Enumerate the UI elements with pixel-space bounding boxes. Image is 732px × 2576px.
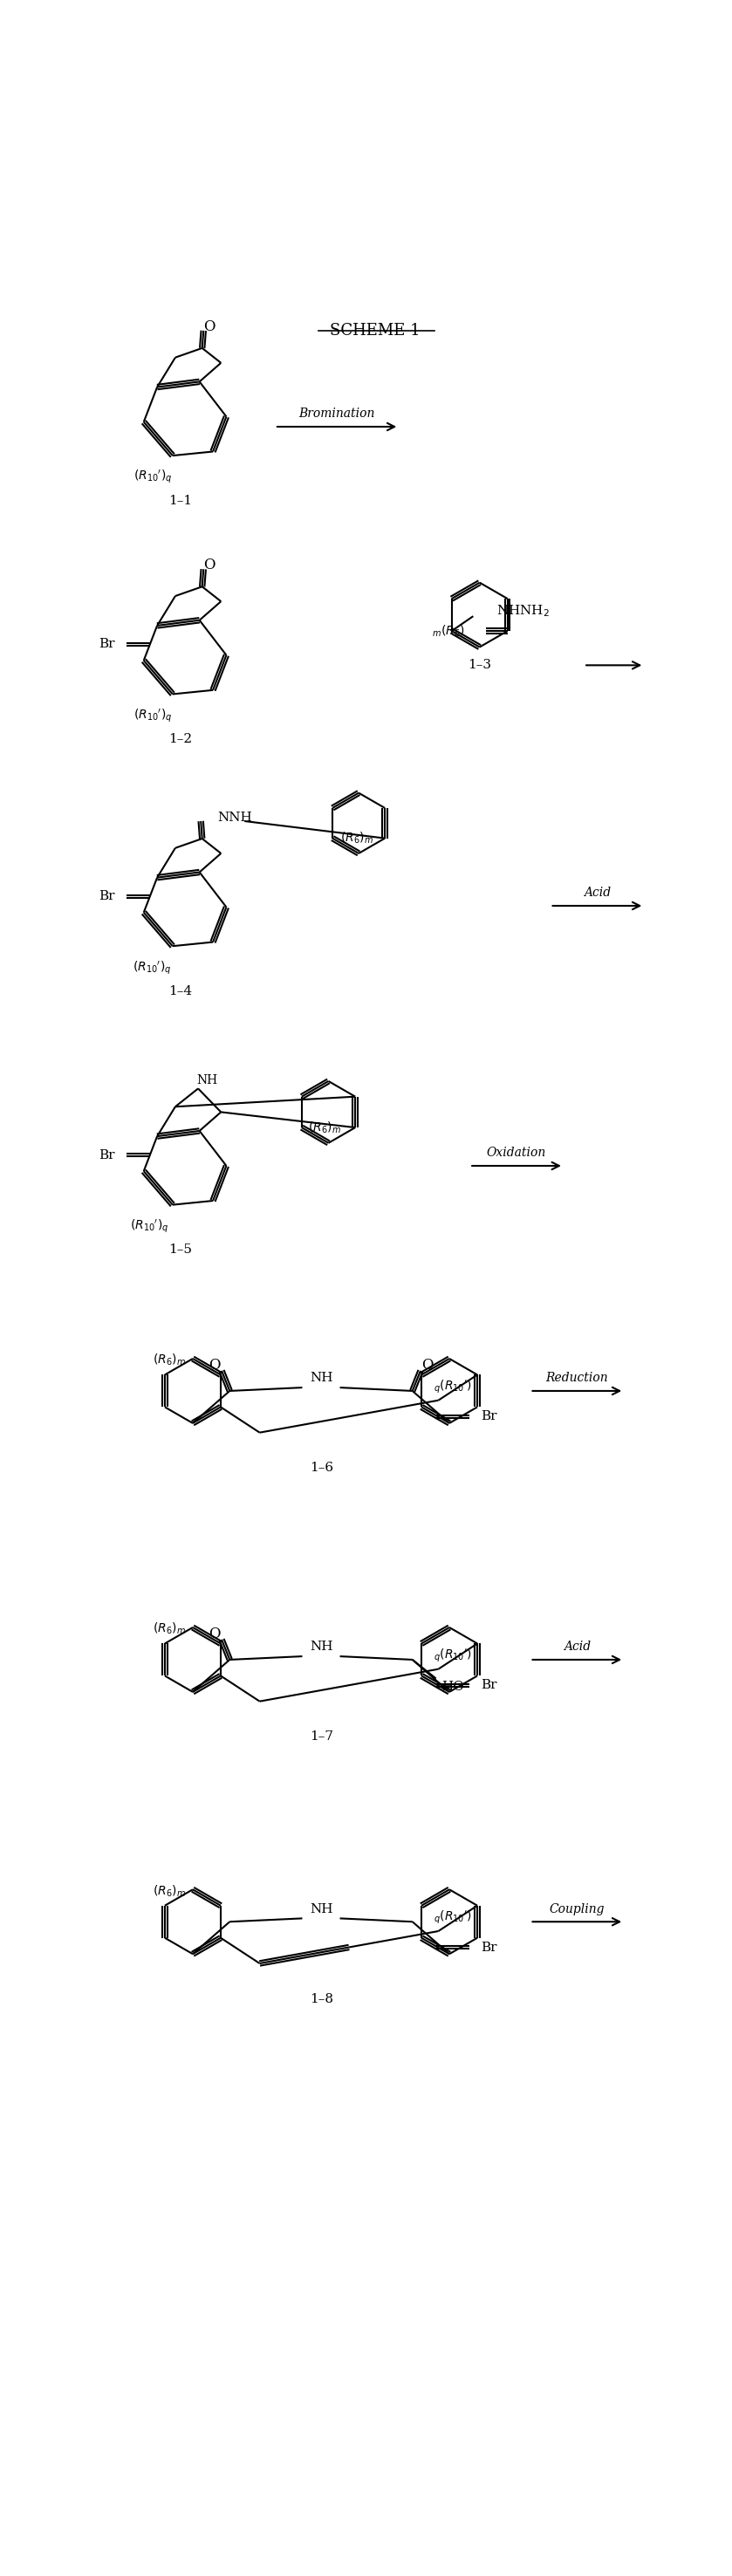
Text: $(R_6)_m$: $(R_6)_m$	[340, 829, 374, 845]
Text: $(R_{10}{}^\prime)_q$: $(R_{10}{}^\prime)_q$	[134, 469, 172, 487]
Text: Br: Br	[481, 1942, 497, 1953]
Text: Reduction: Reduction	[546, 1373, 608, 1383]
Text: O: O	[422, 1358, 433, 1373]
Text: $_q(R_{10}{}^\prime)$: $_q(R_{10}{}^\prime)$	[433, 1378, 472, 1396]
Text: 1–5: 1–5	[169, 1244, 193, 1257]
Text: 1–4: 1–4	[169, 984, 193, 997]
Text: Coupling: Coupling	[549, 1904, 605, 1914]
Text: SCHEME 1: SCHEME 1	[329, 322, 420, 337]
Text: $_q(R_{10}{}^\prime)$: $_q(R_{10}{}^\prime)$	[433, 1909, 472, 1927]
Text: Br: Br	[99, 1149, 115, 1162]
Text: O: O	[209, 1625, 221, 1641]
Text: Acid: Acid	[564, 1641, 591, 1654]
Text: HO: HO	[441, 1680, 464, 1692]
Text: 1–7: 1–7	[310, 1731, 334, 1744]
Text: Br: Br	[99, 891, 115, 902]
Text: $(R_6)_m$: $(R_6)_m$	[153, 1883, 186, 1899]
Text: NHNH$_2$: NHNH$_2$	[497, 603, 550, 618]
Text: NH: NH	[310, 1373, 332, 1383]
Text: O: O	[203, 319, 214, 335]
Text: Oxidation: Oxidation	[487, 1146, 546, 1159]
Text: $_q(R_{10}{}^\prime)$: $_q(R_{10}{}^\prime)$	[433, 1646, 472, 1664]
Text: 1–2: 1–2	[169, 734, 193, 744]
Text: Br: Br	[481, 1680, 497, 1692]
Text: 1–8: 1–8	[310, 1994, 334, 2004]
Text: Acid: Acid	[583, 886, 610, 899]
Text: 1–1: 1–1	[169, 495, 193, 507]
Text: $_m(R_6)$: $_m(R_6)$	[432, 623, 465, 639]
Text: Br: Br	[99, 639, 115, 652]
Text: NNH: NNH	[217, 811, 253, 824]
Text: Bromination: Bromination	[299, 407, 375, 420]
Text: Br: Br	[481, 1409, 497, 1422]
Text: NH: NH	[310, 1904, 332, 1914]
Text: O: O	[209, 1358, 221, 1373]
Text: 1–6: 1–6	[310, 1463, 334, 1473]
Text: $(R_{10}{}^\prime)_q$: $(R_{10}{}^\prime)_q$	[132, 958, 171, 976]
Text: O: O	[203, 559, 214, 572]
Text: $(R_{10}{}^\prime)_q$: $(R_{10}{}^\prime)_q$	[134, 708, 172, 724]
Text: $(R_{10}{}^\prime)_q$: $(R_{10}{}^\prime)_q$	[130, 1218, 169, 1234]
Text: 1–3: 1–3	[468, 659, 491, 672]
Text: $(R_6)_m$: $(R_6)_m$	[153, 1620, 186, 1636]
Text: NH: NH	[197, 1074, 218, 1087]
Text: $(R_6)_m$: $(R_6)_m$	[153, 1352, 186, 1368]
Text: NH: NH	[310, 1641, 332, 1654]
Text: $(R_6)_m$: $(R_6)_m$	[308, 1121, 342, 1136]
